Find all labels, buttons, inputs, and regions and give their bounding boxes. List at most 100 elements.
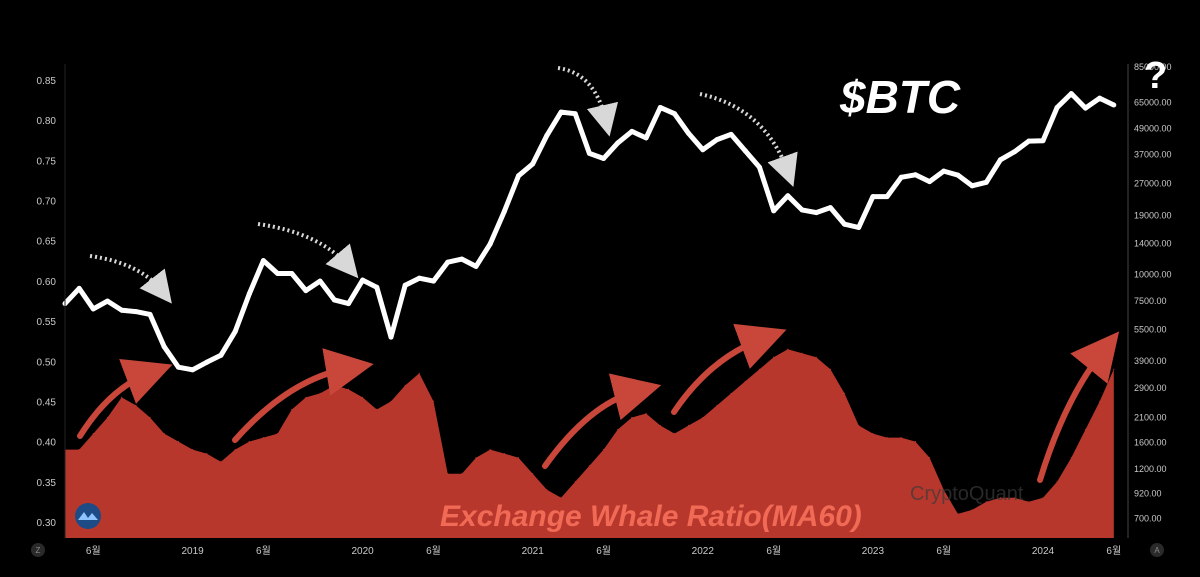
whale-ratio-point-32	[517, 457, 520, 459]
whale-ratio-point-21	[362, 396, 364, 398]
right-axis: 65000.00 49000.00 37000.00 27000.00 19000.00…	[1134, 62, 1172, 524]
left-tick-label-4: 0.65	[37, 237, 57, 248]
btc-price-point-28	[459, 256, 465, 262]
whale-ratio-point-74	[1113, 368, 1115, 370]
btc-price-point-8	[175, 364, 181, 370]
whale-ratio-point-35	[560, 497, 562, 499]
red-arrow-4	[671, 323, 787, 415]
btc-price-point-42	[657, 105, 663, 110]
corner-button-left[interactable]: Z	[31, 543, 45, 557]
x-tick-label-10: 6월	[936, 545, 951, 557]
whale-ratio-btc-chart: 0.85 0.80 0.75 0.70 0.65 0.60 0.55 0.50 0.45 0.40…	[31, 55, 1172, 557]
btc-price-point-6	[147, 311, 153, 317]
btc-price-point-72	[1083, 105, 1088, 111]
btc-price-point-48	[742, 148, 748, 154]
whale-ratio-point-39	[617, 428, 619, 431]
whale-ratio-point-46	[716, 404, 718, 406]
corner-button-right[interactable]: A	[1150, 543, 1164, 557]
chart-frame: 0.85 0.80 0.75 0.70 0.65 0.60 0.55 0.50 0.45 0.40…	[10, 8, 1190, 568]
whale-ratio-point-58	[886, 437, 888, 439]
x-tick-label-2: 6월	[256, 545, 271, 557]
btc-price-point-63	[955, 172, 961, 178]
whale-ratio-point-43	[673, 433, 676, 435]
right-tick-label-11: 2100.00	[1134, 413, 1167, 423]
whale-ratio-point-66	[999, 497, 1002, 499]
btc-price-point-11	[218, 352, 224, 358]
btc-price-point-51	[785, 193, 791, 199]
whale-ratio-point-16	[291, 408, 293, 411]
x-tick-label-1: 2019	[181, 546, 204, 557]
btc-price-point-37	[586, 150, 592, 156]
whale-ratio-point-60	[914, 441, 917, 443]
btc-price-point-39	[615, 140, 621, 146]
whale-ratio-point-4	[121, 396, 123, 398]
btc-price-point-5	[133, 309, 139, 315]
whale-ratio-point-3	[106, 416, 109, 419]
x-tick-label-0: 6월	[86, 545, 101, 557]
grey-arrow-4	[699, 92, 798, 188]
whale-ratio-point-18	[319, 392, 321, 394]
btc-price-point-64	[969, 183, 975, 189]
whale-ratio-point-17	[305, 396, 307, 398]
btc-price-point-67	[1012, 149, 1018, 155]
whale-ratio-point-41	[645, 412, 647, 415]
btc-price-point-19	[331, 297, 337, 303]
left-tick-label-10: 0.35	[37, 478, 57, 489]
whale-ratio-point-47	[730, 392, 732, 394]
whale-ratio-point-44	[688, 424, 690, 427]
whale-ratio-point-30	[489, 449, 491, 451]
whale-ratio-point-27	[447, 473, 449, 475]
right-tick-label-12: 1600.00	[1134, 438, 1167, 448]
whale-ratio-point-6	[149, 416, 151, 419]
question-mark: ?	[1144, 55, 1167, 97]
btc-price-point-17	[303, 288, 309, 294]
red-arrow-1	[77, 358, 173, 439]
whale-ratio-point-64	[971, 509, 973, 511]
btc-price-point-1	[76, 285, 82, 291]
whale-ratio-point-22	[376, 408, 378, 411]
btc-price-point-9	[190, 367, 196, 373]
x-tick-label-8: 6월	[766, 545, 781, 557]
btc-price-point-20	[346, 301, 351, 307]
whale-ratio-point-10	[206, 453, 208, 455]
btc-price-point-14	[260, 258, 266, 264]
btc-price-point-29	[473, 263, 479, 269]
x-tick-label-5: 2021	[522, 546, 545, 557]
whale-ratio-area	[65, 349, 1114, 538]
right-tick-label-6: 10000.00	[1134, 270, 1172, 280]
btc-price-point-52	[799, 207, 805, 213]
right-tick-label-10: 2900.00	[1134, 383, 1167, 393]
right-tick-label-13: 1200.00	[1134, 464, 1167, 474]
btc-price-point-12	[232, 329, 238, 335]
whale-ratio-point-65	[985, 501, 987, 503]
x-axis: 6월 2019 6월 2020 6월 2021 6월 2022 6월 2023 6월 2024 6월	[86, 545, 1121, 557]
btc-price-point-74	[1111, 102, 1117, 108]
whale-ratio-point-52	[801, 352, 803, 354]
btc-price-line	[63, 91, 1115, 373]
btc-top-arrows	[89, 66, 798, 304]
btc-price-point-27	[445, 259, 451, 265]
red-arrow-2	[232, 348, 374, 443]
btc-price-point-22	[374, 284, 380, 290]
whale-rise-arrows	[77, 323, 1120, 483]
whale-ratio-point-5	[135, 404, 137, 406]
btc-price-point-33	[530, 161, 536, 167]
btc-price-point-62	[941, 168, 947, 174]
metric-label: Exchange Whale Ratio(MA60)	[440, 500, 862, 533]
btc-price-point-45	[700, 147, 706, 153]
whale-ratio-point-28	[461, 473, 463, 475]
whale-ratio-point-26	[432, 400, 435, 402]
whale-ratio-point-29	[475, 457, 477, 459]
x-tick-label-12: 6월	[1106, 545, 1121, 557]
btc-price-point-15	[275, 271, 281, 276]
whale-ratio-point-69	[1042, 497, 1044, 499]
btc-price-point-18	[317, 278, 323, 284]
left-tick-label-2: 0.75	[37, 156, 57, 167]
right-tick-label-14: 920.00	[1134, 488, 1162, 498]
whale-ratio-point-62	[943, 489, 945, 491]
btc-price-point-3	[105, 298, 110, 304]
left-tick-label-9: 0.40	[37, 438, 57, 449]
btc-price-point-69	[1040, 138, 1046, 144]
whale-ratio-point-68	[1028, 501, 1030, 503]
whale-ratio-point-7	[163, 433, 165, 435]
